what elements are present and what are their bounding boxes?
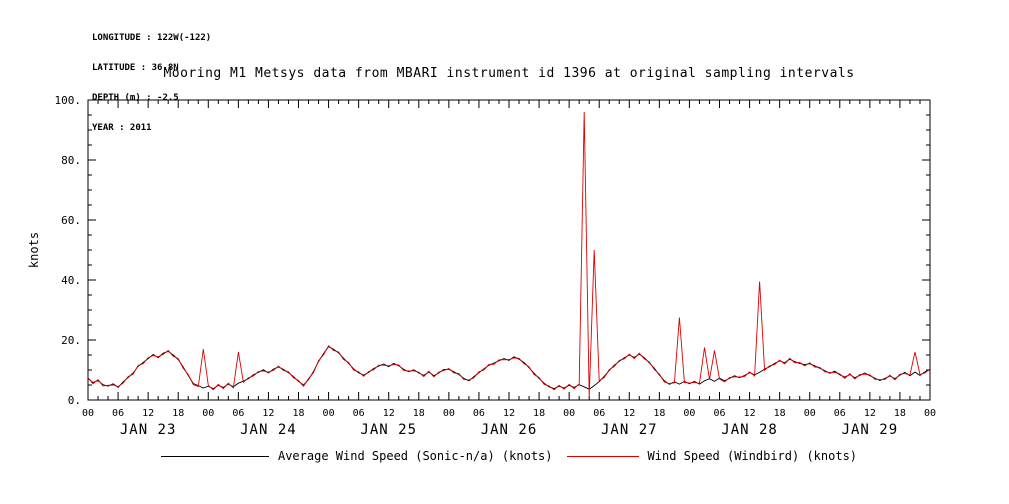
x-day-label: JAN 29 xyxy=(842,422,899,438)
series-line-0 xyxy=(87,346,931,390)
x-day-label: JAN 28 xyxy=(721,422,778,438)
x-tick-label: 00 xyxy=(683,408,695,419)
legend-label-windbird: Wind Speed (Windbird) (knots) xyxy=(647,449,858,463)
y-tick-label: 40. xyxy=(61,274,81,287)
x-day-label: JAN 25 xyxy=(360,422,417,438)
x-tick-label: 00 xyxy=(323,408,335,419)
metadata-year: YEAR : 2011 xyxy=(92,123,152,133)
x-day-label: JAN 24 xyxy=(240,422,297,438)
x-day-label: JAN 26 xyxy=(481,422,538,438)
legend-line-windbird-swatch xyxy=(566,455,639,457)
x-tick-label: 00 xyxy=(804,408,816,419)
x-tick-label: 06 xyxy=(112,408,124,419)
x-tick-label: 00 xyxy=(563,408,575,419)
legend-line-sonic-swatch xyxy=(160,455,269,457)
x-tick-label: 00 xyxy=(82,408,94,419)
x-tick-label: 00 xyxy=(443,408,455,419)
x-tick-label: 12 xyxy=(623,408,635,419)
x-tick-label: 06 xyxy=(232,408,244,419)
x-tick-label: 18 xyxy=(172,408,184,419)
x-tick-label: 12 xyxy=(503,408,515,419)
x-tick-label: 06 xyxy=(834,408,846,419)
x-day-label: JAN 27 xyxy=(601,422,658,438)
x-tick-label: 12 xyxy=(383,408,395,419)
x-tick-label: 00 xyxy=(202,408,214,419)
y-tick-label: 100. xyxy=(55,94,82,107)
metadata-latitude: LATITUDE : 36.8N xyxy=(92,63,179,73)
x-tick-label: 18 xyxy=(894,408,906,419)
y-tick-label: 0. xyxy=(68,394,81,407)
x-tick-label: 18 xyxy=(413,408,425,419)
x-day-label: JAN 23 xyxy=(120,422,177,438)
series-line-1 xyxy=(87,111,931,397)
x-tick-label: 06 xyxy=(593,408,605,419)
x-tick-label: 12 xyxy=(262,408,274,419)
legend-item-windbird: Wind Speed (Windbird) (knots) xyxy=(566,449,858,463)
x-tick-label: 18 xyxy=(533,408,545,419)
chart-title: Mooring M1 Metsys data from MBARI instru… xyxy=(163,66,855,81)
plot-frame xyxy=(87,99,931,401)
station-metadata: LONGITUDE : 122W(-122) LATITUDE : 36.8N … xyxy=(92,13,211,153)
x-tick-label: 00 xyxy=(924,408,936,419)
y-tick-label: 20. xyxy=(61,334,81,347)
x-tick-label: 18 xyxy=(774,408,786,419)
metadata-depth: DEPTH (m) : -2.5 xyxy=(92,93,179,103)
x-tick-label: 12 xyxy=(864,408,876,419)
y-axis-label: knots xyxy=(27,232,41,268)
metadata-longitude: LONGITUDE : 122W(-122) xyxy=(92,33,212,43)
x-tick-label: 18 xyxy=(653,408,665,419)
x-tick-label: 06 xyxy=(713,408,725,419)
x-tick-label: 18 xyxy=(292,408,304,419)
y-tick-label: 80. xyxy=(61,154,81,167)
x-tick-label: 12 xyxy=(142,408,154,419)
x-tick-label: 12 xyxy=(744,408,756,419)
x-tick-label: 06 xyxy=(473,408,485,419)
legend-item-sonic: Average Wind Speed (Sonic-n/a) (knots) xyxy=(160,449,553,463)
chart-legend: Average Wind Speed (Sonic-n/a) (knots) W… xyxy=(88,449,930,463)
x-tick-label: 06 xyxy=(353,408,365,419)
y-tick-label: 60. xyxy=(61,214,81,227)
legend-label-sonic: Average Wind Speed (Sonic-n/a) (knots) xyxy=(277,449,553,463)
